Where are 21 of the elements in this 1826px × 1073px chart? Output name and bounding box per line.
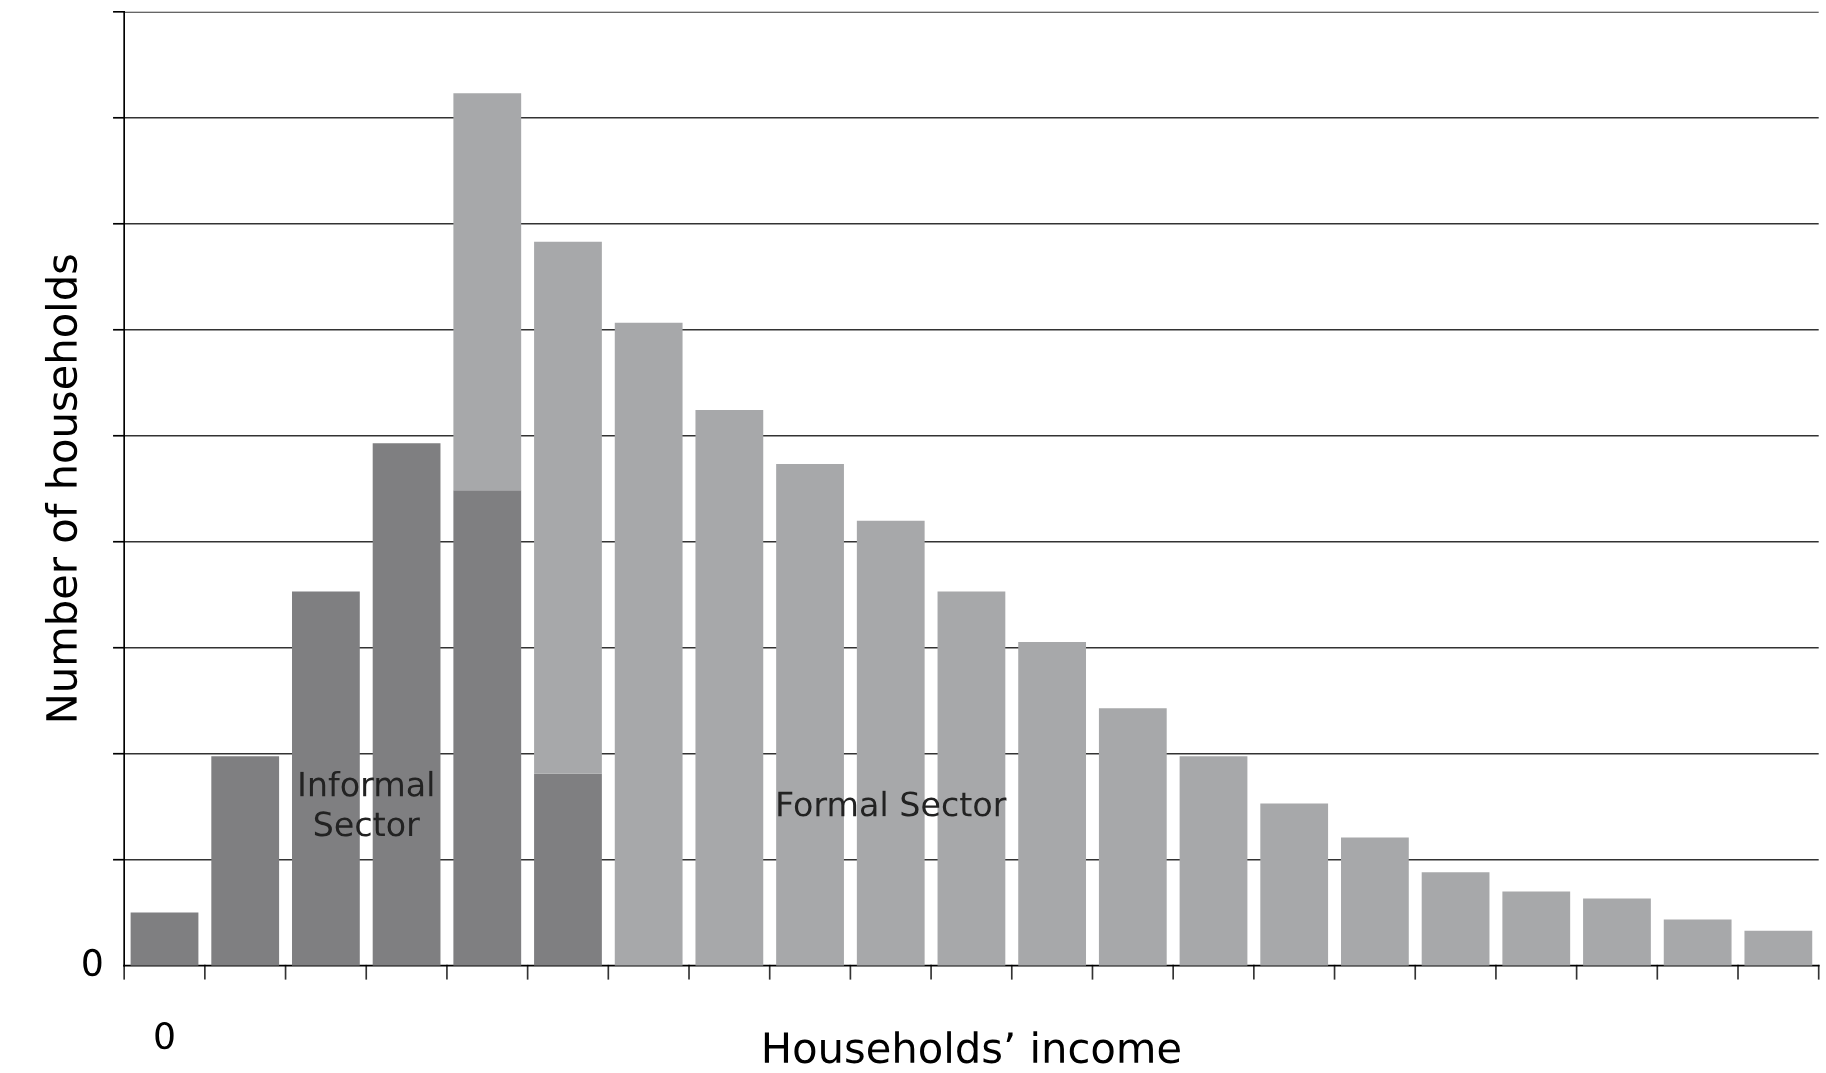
bar xyxy=(1179,756,1248,966)
bar xyxy=(1583,898,1651,966)
y-axis-title: Number of households xyxy=(44,255,78,721)
bar xyxy=(1744,930,1813,966)
bar xyxy=(453,93,522,491)
bar xyxy=(1421,872,1490,966)
bar xyxy=(130,912,199,966)
bar xyxy=(1260,803,1329,966)
bar xyxy=(695,410,764,966)
bar xyxy=(211,756,280,966)
bar xyxy=(1663,919,1732,966)
bar xyxy=(1098,708,1167,966)
bar xyxy=(534,773,602,966)
bar xyxy=(614,322,683,966)
bar xyxy=(1018,642,1087,966)
x-axis-title: Households’ income xyxy=(764,1031,1180,1064)
text: 0 xyxy=(83,948,102,977)
bar xyxy=(1341,837,1409,966)
bar xyxy=(453,490,522,966)
bar xyxy=(534,241,602,774)
bar xyxy=(1502,891,1571,966)
